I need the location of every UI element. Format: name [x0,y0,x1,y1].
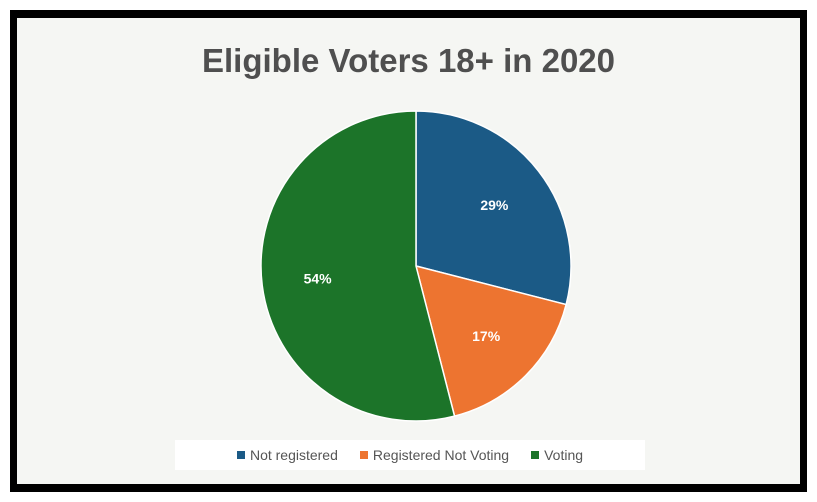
data-label-registered-not-voting: 17% [472,328,501,344]
legend-swatch-not-registered [236,451,245,459]
legend-item-voting: Voting [531,447,583,463]
chart-title: Eligible Voters 18+ in 2020 [202,42,615,79]
legend-swatch-registered-not-voting [359,451,368,459]
legend-label-registered-not-voting: Registered Not Voting [372,447,510,463]
chart-legend: Not registered Registered Not Voting Vot… [175,440,645,470]
pie-slice-not-registered [415,110,572,306]
data-label-voting: 54% [304,270,333,286]
legend-item-not-registered: Not registered [236,447,338,463]
legend-item-registered-not-voting: Registered Not Voting [359,447,510,463]
legend-label-not-registered: Not registered [249,447,338,463]
pie-slice-registered-not-voting [414,264,568,418]
legend-swatch-voting [531,451,540,459]
pie-slice-voting [260,110,456,422]
legend-label-voting: Voting [544,447,584,463]
data-label-not-registered: 29% [480,197,509,213]
